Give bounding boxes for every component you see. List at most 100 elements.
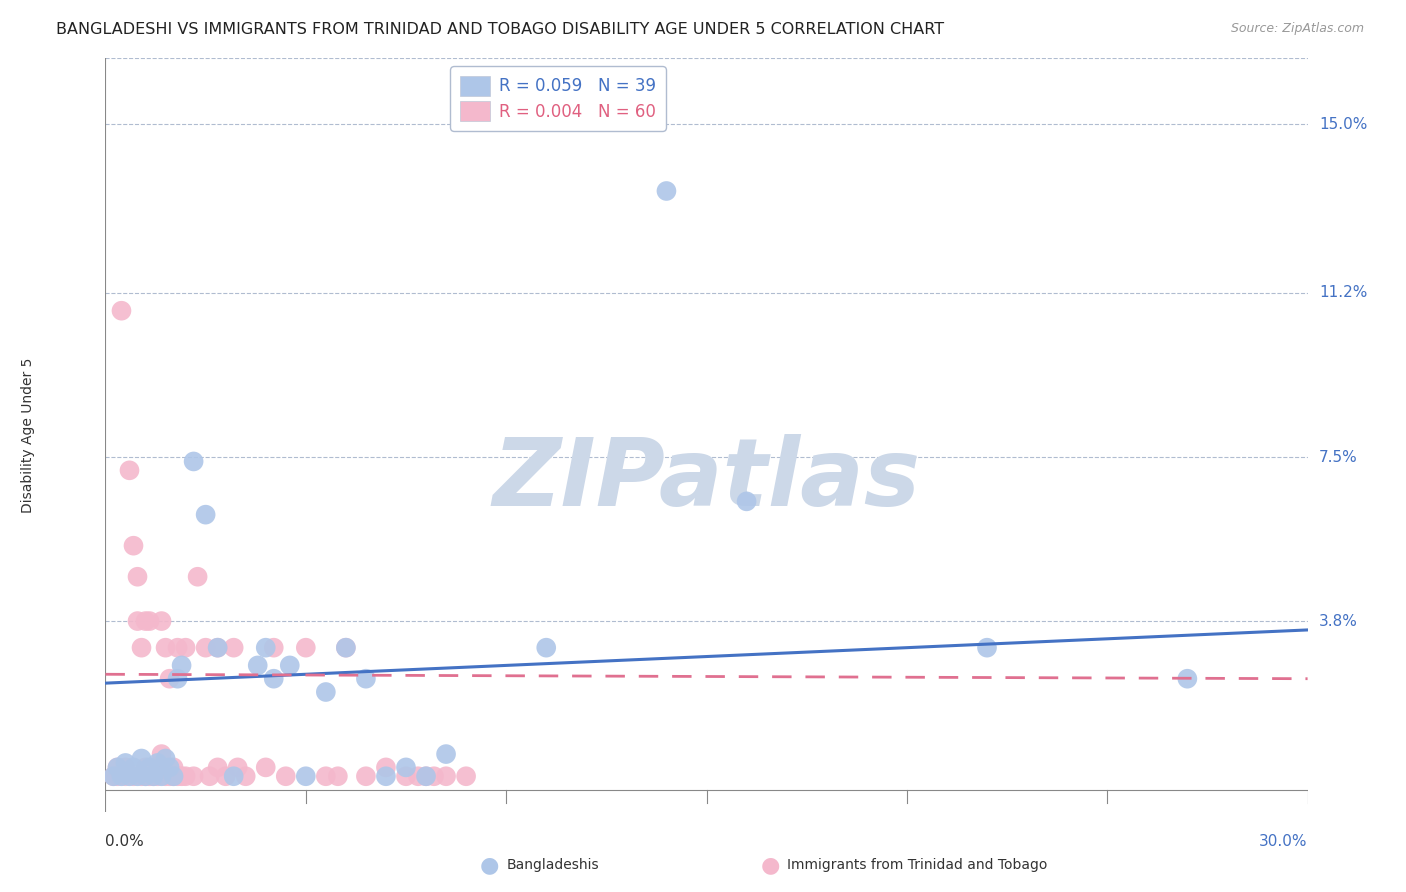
Point [198,769,221,783]
Point [127,614,149,628]
Point [142,769,165,783]
Point [423,769,446,783]
Point [114,760,136,774]
Point [222,640,245,655]
Point [110,769,132,783]
Text: BANGLADESHI VS IMMIGRANTS FROM TRINIDAD AND TOBAGO DISABILITY AGE UNDER 5 CORREL: BANGLADESHI VS IMMIGRANTS FROM TRINIDAD … [56,22,945,37]
Point [1177,672,1199,686]
Text: Immigrants from Trinidad and Tobago: Immigrants from Trinidad and Tobago [787,858,1047,872]
Text: ZIPatlas: ZIPatlas [492,434,921,526]
Point [354,769,377,783]
Point [138,614,160,628]
Point [166,672,188,686]
Text: 30.0%: 30.0% [1260,834,1308,849]
Point [155,751,177,765]
Point [735,494,758,508]
Point [434,747,457,761]
Point [114,756,136,770]
Point [103,769,125,783]
Point [295,640,318,655]
Point [146,769,169,783]
Point [655,184,678,198]
Point [142,760,165,774]
Point [135,769,157,783]
Point [174,769,197,783]
Point [254,640,277,655]
Point [122,760,145,774]
Point [150,769,173,783]
Point [395,769,418,783]
Point [131,751,153,765]
Point [534,640,557,655]
Text: 3.8%: 3.8% [1319,614,1358,629]
Point [122,539,145,553]
Point [254,760,277,774]
Point [131,769,153,783]
Point [295,769,318,783]
Point [142,769,165,783]
Point [354,672,377,686]
Point [263,640,285,655]
Point [170,769,193,783]
Point [374,769,398,783]
Point [114,769,136,783]
Point [415,769,437,783]
Point [110,303,132,318]
Point [207,760,229,774]
Point [159,672,181,686]
Text: ●: ● [761,855,780,875]
Point [315,769,337,783]
Point [406,769,429,783]
Text: 0.0%: 0.0% [105,834,145,849]
Point [150,614,173,628]
Point [207,640,229,655]
Point [118,769,141,783]
Point [155,769,177,783]
Point [235,769,257,783]
Point [146,756,169,770]
Point [315,685,337,699]
Point [127,769,149,783]
Text: 15.0%: 15.0% [1319,117,1367,132]
Point [122,769,145,783]
Point [170,658,193,673]
Point [207,640,229,655]
Point [183,454,205,468]
Point [131,640,153,655]
Point [395,760,418,774]
Point [226,760,249,774]
Point [146,760,169,774]
Point [187,570,209,584]
Point [194,508,217,522]
Point [118,463,141,477]
Point [326,769,349,783]
Point [162,760,184,774]
Text: ●: ● [479,855,499,875]
Point [107,769,129,783]
Point [222,769,245,783]
Point [374,760,398,774]
Point [976,640,998,655]
Point [194,640,217,655]
Point [135,769,157,783]
Point [138,760,160,774]
Point [138,769,160,783]
Point [107,760,129,774]
Point [174,640,197,655]
Point [415,769,437,783]
Point [150,747,173,761]
Point [155,640,177,655]
Point [246,658,269,673]
Point [135,760,157,774]
Point [166,640,188,655]
Point [107,760,129,774]
Point [263,672,285,686]
Point [434,769,457,783]
Point [162,769,184,783]
Text: 11.2%: 11.2% [1319,285,1367,301]
Point [274,769,297,783]
Text: Source: ZipAtlas.com: Source: ZipAtlas.com [1230,22,1364,36]
Point [159,769,181,783]
Point [166,769,188,783]
Point [278,658,301,673]
